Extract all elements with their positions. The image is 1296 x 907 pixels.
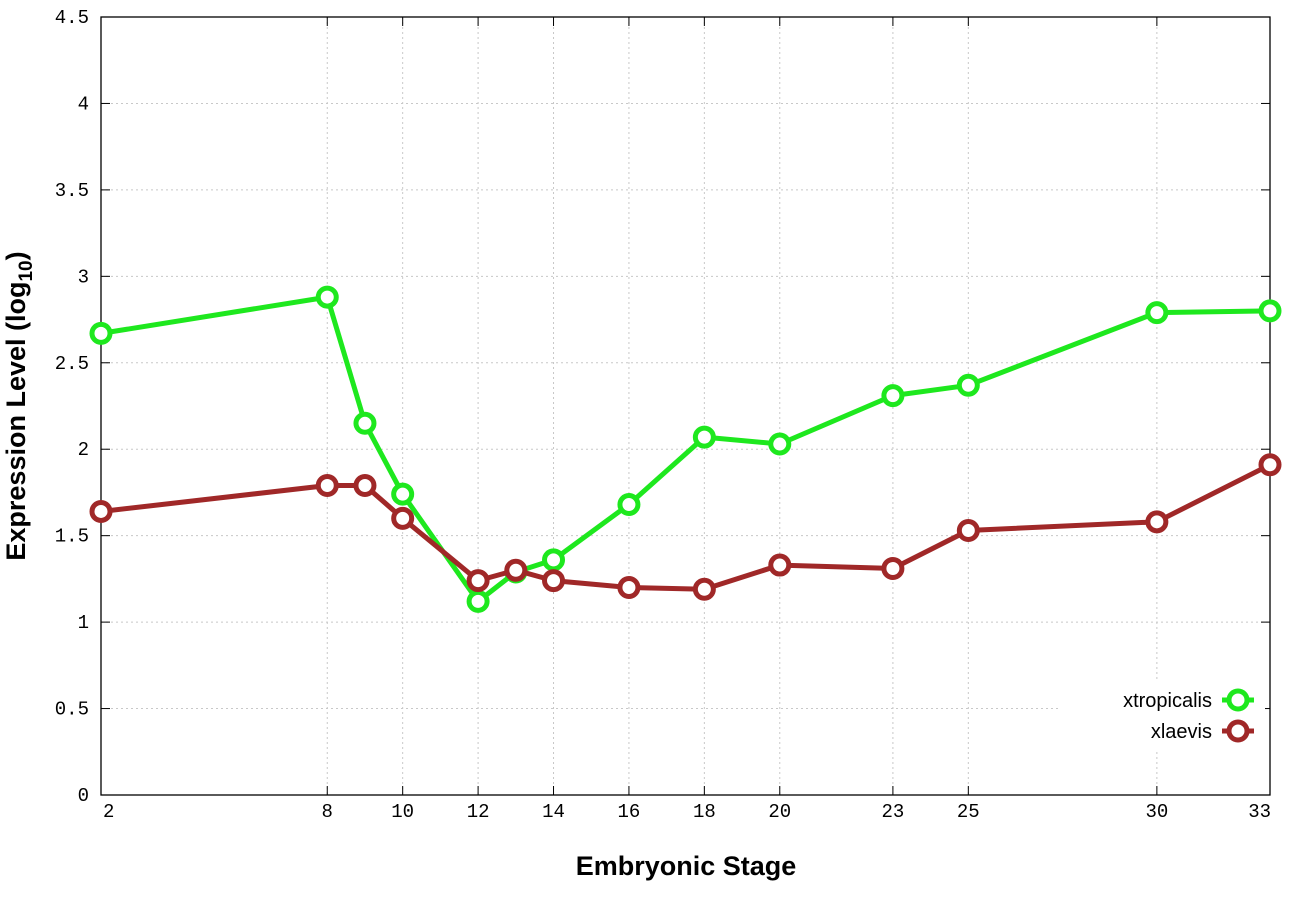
- y-axis-title: Expression Level (log10): [1, 251, 37, 560]
- series-xtropicalis: [89, 285, 1282, 613]
- series-xlaevis: [89, 453, 1282, 601]
- legend-swatches: [1222, 688, 1254, 743]
- grid: [101, 17, 1270, 795]
- series: [89, 285, 1282, 613]
- y-tick-label: 4.5: [55, 7, 89, 29]
- data-point-xlaevis: [391, 506, 415, 530]
- data-point-xtropicalis: [391, 482, 415, 506]
- data-point-xlaevis: [1145, 510, 1169, 534]
- data-point-xtropicalis: [1258, 299, 1282, 323]
- x-tick-label: 30: [1145, 801, 1168, 823]
- y-tick-label: 1.5: [55, 526, 89, 548]
- y-tick-label: 3: [78, 266, 89, 288]
- data-point-xlaevis: [768, 553, 792, 577]
- x-tick-labels: 2 8 10 12 14 16 18 20 23 25 30 33: [103, 801, 1271, 823]
- x-tick-label: 10: [391, 801, 414, 823]
- series-line-xlaevis: [100, 462, 1272, 592]
- x-tick-label: 33: [1248, 801, 1271, 823]
- x-tick-label: 16: [618, 801, 641, 823]
- data-point-xtropicalis: [956, 373, 980, 397]
- legend: xtropicalis xlaevis: [1060, 680, 1265, 750]
- x-tick-label: 20: [768, 801, 791, 823]
- x-tick-label: 25: [957, 801, 980, 823]
- legend-marker-xlaevis: [1226, 719, 1250, 743]
- data-point-xlaevis: [956, 518, 980, 542]
- y-tick-label: 3.5: [55, 180, 89, 202]
- y-tick-label: 2.5: [55, 353, 89, 375]
- y-axis-title-close: ): [1, 251, 31, 260]
- data-point-xtropicalis: [89, 321, 113, 345]
- data-point-xtropicalis: [353, 411, 377, 435]
- data-point-xlaevis: [692, 577, 716, 601]
- data-point-xlaevis: [881, 557, 905, 581]
- y-axis-title-main: Expression Level (log: [1, 282, 31, 561]
- y-tick-labels: 0 0.5 1 1.5 2 2.5 3 3.5 4 4.5: [55, 7, 89, 807]
- data-point-xlaevis: [466, 569, 490, 593]
- data-point-xlaevis: [315, 474, 339, 498]
- plot-frame: [100, 16, 1271, 796]
- axis-ticks: [100, 16, 1271, 796]
- legend-label-xtropicalis: xtropicalis: [1123, 690, 1212, 712]
- data-point-xtropicalis: [692, 425, 716, 449]
- data-point-xlaevis: [1258, 453, 1282, 477]
- data-point-xlaevis: [542, 569, 566, 593]
- data-point-xlaevis: [504, 558, 528, 582]
- y-tick-label: 2: [78, 439, 89, 461]
- y-axis-title-subscript: 10: [16, 260, 37, 281]
- data-point-xtropicalis: [466, 589, 490, 613]
- x-tick-label: 12: [467, 801, 490, 823]
- x-tick-label: 8: [322, 801, 333, 823]
- x-axis-title: Embryonic Stage: [576, 851, 797, 881]
- series-line-xtropicalis: [100, 294, 1271, 604]
- data-point-xlaevis: [89, 499, 113, 523]
- x-tick-label: 2: [103, 801, 114, 823]
- data-point-xtropicalis: [1145, 301, 1169, 325]
- data-point-xtropicalis: [617, 493, 641, 517]
- legend-label-xlaevis: xlaevis: [1151, 721, 1212, 743]
- y-tick-label: 0.5: [55, 699, 89, 721]
- data-point-xtropicalis: [768, 432, 792, 456]
- x-tick-label: 23: [881, 801, 904, 823]
- data-point-xtropicalis: [881, 384, 905, 408]
- data-point-xtropicalis: [542, 548, 566, 572]
- data-point-xlaevis: [617, 576, 641, 600]
- legend-marker-xtropicalis: [1226, 688, 1250, 712]
- y-tick-label: 0: [78, 785, 89, 807]
- data-point-xlaevis: [353, 474, 377, 498]
- y-tick-label: 4: [78, 93, 89, 115]
- x-tick-label: 18: [693, 801, 716, 823]
- y-tick-label: 1: [78, 612, 89, 634]
- data-point-xtropicalis: [315, 285, 339, 309]
- x-tick-label: 14: [542, 801, 565, 823]
